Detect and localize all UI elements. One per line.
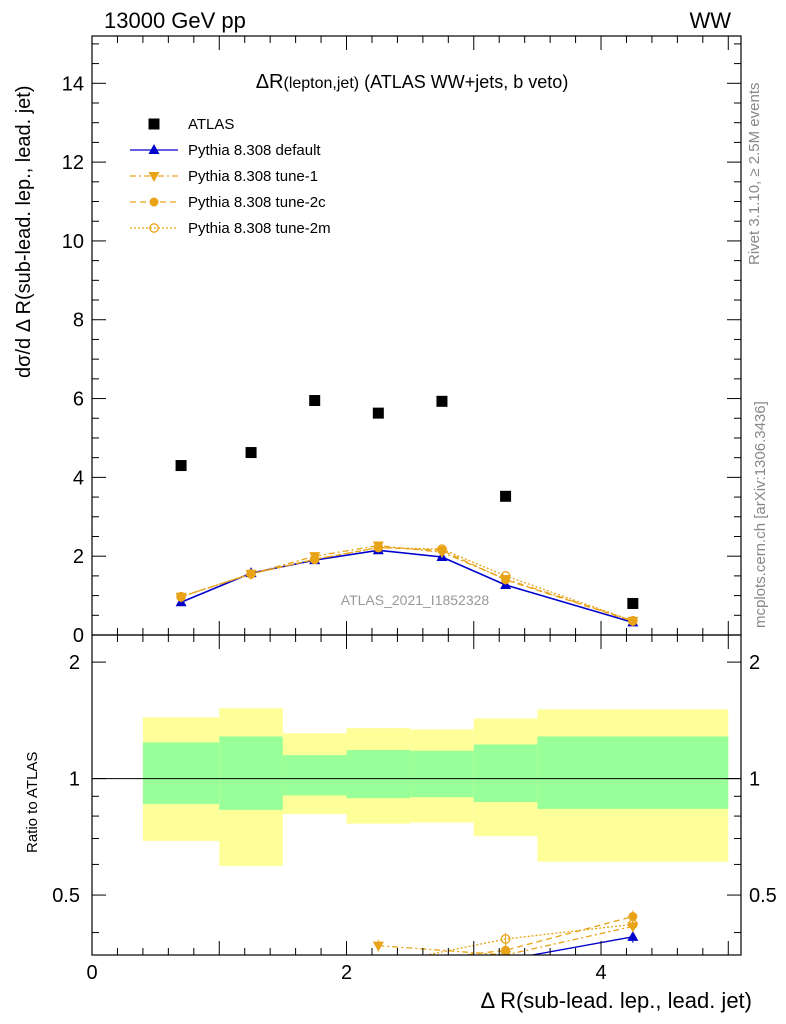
xlabel: Δ R(sub-lead. lep., lead. jet)	[481, 988, 753, 1013]
legend-marker	[149, 197, 159, 207]
ratio-band-inner	[282, 755, 347, 796]
title-sub: (lepton,jet)	[284, 75, 360, 92]
ratio-y-tick-label-right: 0.5	[749, 885, 777, 907]
rivet-label: Rivet 3.1.10, ≥ 2.5M events	[746, 83, 763, 266]
legend-label: Pythia 8.308 tune-2m	[188, 220, 331, 237]
ratio-y-tick-label: 0.5	[52, 885, 80, 907]
series-line	[180, 546, 634, 622]
mc-point	[627, 615, 638, 626]
ratio-band-inner	[142, 742, 220, 804]
y-tick-label: 10	[62, 231, 84, 253]
mc-point	[437, 544, 447, 554]
mc-point	[176, 591, 186, 602]
atlas-point	[627, 597, 639, 609]
ratio-frame	[91, 634, 742, 956]
ratio-y-tick-label: 1	[69, 769, 80, 791]
ratio-series-line	[378, 925, 633, 955]
atlas-point	[245, 447, 257, 459]
ratio-point	[372, 941, 384, 952]
ratio-y-tick-label-right: 1	[749, 769, 760, 791]
legend-label: Pythia 8.308 tune-2c	[188, 194, 326, 211]
ratio-y-tick-label: 2	[69, 652, 80, 674]
ratio-series-group	[372, 910, 639, 969]
main-ylabel: dσ/d Δ R(sub-lead. lep., lead. jet)	[13, 85, 35, 378]
legend: ATLAS Pythia 8.308 default Pythia 8.308 tu…	[130, 116, 331, 237]
ratio-point	[501, 945, 511, 955]
analysis-label: ATLAS_2021_I1852328	[341, 592, 490, 608]
ratio-point	[373, 959, 384, 969]
legend-marker	[149, 223, 159, 233]
mc-point	[373, 543, 383, 553]
x-tick-label: 0	[86, 962, 97, 984]
title-rest: (ATLAS WW+jets, b veto)	[359, 72, 568, 92]
atlas-point	[436, 395, 448, 407]
header-right: WW	[689, 8, 731, 33]
y-tick-label: 8	[73, 310, 84, 332]
atlas-point	[309, 395, 321, 407]
ratio-series-line	[528, 936, 633, 955]
ratio-point	[374, 961, 382, 969]
atlas-point	[372, 407, 384, 419]
ratio-y-tick-label-right: 2	[749, 652, 760, 674]
mc-point	[500, 571, 511, 581]
y-tick-label: 0	[73, 625, 84, 647]
y-tick-label: 4	[73, 467, 84, 489]
ratio-plot: 0 2 4 0.5 0.5 1 1 2 2	[52, 634, 777, 984]
ratio-point	[627, 930, 639, 941]
series-line	[180, 546, 634, 622]
y-tick-label: 14	[62, 73, 84, 95]
ratio-series-line	[458, 915, 633, 955]
ratio-band-inner	[219, 736, 283, 810]
header-left: 13000 GeV pp	[104, 8, 246, 33]
legend-marker	[148, 118, 160, 130]
legend-label: ATLAS	[188, 116, 234, 133]
mc-point	[246, 569, 256, 579]
ratio-point	[627, 919, 638, 930]
mc-point	[373, 542, 384, 553]
y-tick-label: 12	[62, 152, 84, 174]
mcplots-label: mcplots.cern.ch [arXiv:1306.3436]	[752, 401, 769, 628]
x-tick-label: 4	[595, 962, 606, 984]
legend-marker	[148, 144, 160, 154]
y-tick-label: 2	[73, 546, 84, 568]
legend-label: Pythia 8.308 tune-1	[188, 168, 318, 185]
ratio-band-inner	[473, 744, 538, 802]
ratio-point	[500, 934, 511, 944]
mc-point	[310, 554, 320, 564]
ratio-ylabel: Ratio to ATLAS	[24, 752, 41, 853]
series-line	[180, 544, 634, 622]
y-tick-label: 6	[73, 389, 84, 411]
atlas-point	[175, 460, 187, 472]
legend-marker	[148, 172, 160, 182]
atlas-point	[500, 490, 512, 502]
legend-label: Pythia 8.308 default	[188, 142, 321, 159]
ratio-band-inner	[346, 750, 411, 799]
main-title: ΔR(lepton,jet) (ATLAS WW+jets, b veto)	[256, 71, 569, 93]
ratio-point	[628, 912, 638, 922]
x-tick-label: 2	[341, 962, 352, 984]
ratio-band-inner	[537, 736, 729, 809]
series-line	[180, 549, 634, 624]
ratio-band-inner	[410, 750, 474, 798]
mc-point	[628, 616, 638, 626]
main-plot: 0 2 4 6 8 10 12 14	[62, 35, 742, 647]
mc-point	[309, 554, 320, 565]
title-main: ΔR	[256, 71, 284, 93]
ratio-point	[374, 960, 383, 969]
